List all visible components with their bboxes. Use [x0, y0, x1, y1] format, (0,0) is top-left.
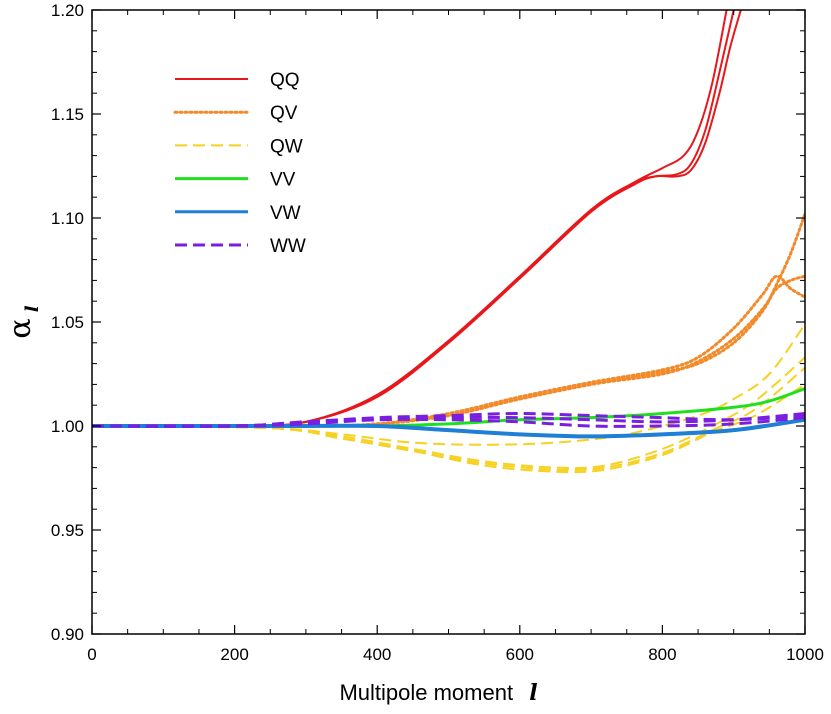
x-axis-title-text: Multipole moment — [339, 680, 513, 705]
x-axis: 0 200 400 600 800 1000 — [87, 10, 824, 664]
y-tick-label: 1.00 — [51, 417, 84, 436]
x-tick-label: 800 — [648, 645, 676, 664]
y-tick-label: 0.95 — [51, 521, 84, 540]
x-tick-label: 600 — [506, 645, 534, 664]
y-axis: 0.90 0.95 1.00 1.05 1.10 1.15 1.20 — [51, 1, 805, 644]
y-axis-title: α l — [3, 305, 43, 338]
x-axis-title-symbol: l — [529, 680, 537, 706]
legend-label-ww: WW — [270, 236, 306, 257]
y-tick-label: 1.20 — [51, 1, 84, 20]
series-vw-line-1 — [92, 417, 805, 439]
y-tick-label: 0.90 — [51, 625, 84, 644]
series-qv-line-1 — [92, 274, 805, 428]
legend: QQ QV QW VV VW WW — [173, 70, 306, 257]
series-qw-line-1 — [92, 323, 805, 446]
x-tick-label: 200 — [220, 645, 248, 664]
plot-frame — [91, 9, 806, 635]
series-vv-line-1 — [92, 387, 805, 428]
x-tick-label: 0 — [87, 645, 96, 664]
legend-label-vv: VV — [270, 170, 296, 191]
legend-label-vw: VW — [270, 203, 301, 224]
x-tick-label: 1000 — [786, 645, 824, 664]
series-qw-line-2 — [92, 356, 805, 470]
x-tick-label: 400 — [363, 645, 391, 664]
series-qv-line-3 — [92, 274, 805, 428]
series-qw-line-3 — [92, 366, 805, 472]
y-tick-label: 1.10 — [51, 209, 84, 228]
legend-label-qw: QW — [270, 136, 303, 157]
series-layer — [92, 10, 805, 474]
series-qq-line-3 — [92, 10, 742, 428]
y-tick-label: 1.05 — [51, 313, 84, 332]
y-tick-label: 1.15 — [51, 105, 84, 124]
x-axis-title: Multipole moment l — [339, 680, 537, 706]
y-axis-title-symbol: α — [3, 318, 38, 338]
legend-label-qv: QV — [270, 103, 298, 124]
series-qq-line-1 — [92, 10, 728, 428]
y-axis-title-subscript: l — [22, 305, 43, 312]
series-ww-line-3 — [92, 412, 805, 428]
series-qq-line-2 — [92, 10, 735, 428]
legend-label-qq: QQ — [270, 70, 300, 91]
